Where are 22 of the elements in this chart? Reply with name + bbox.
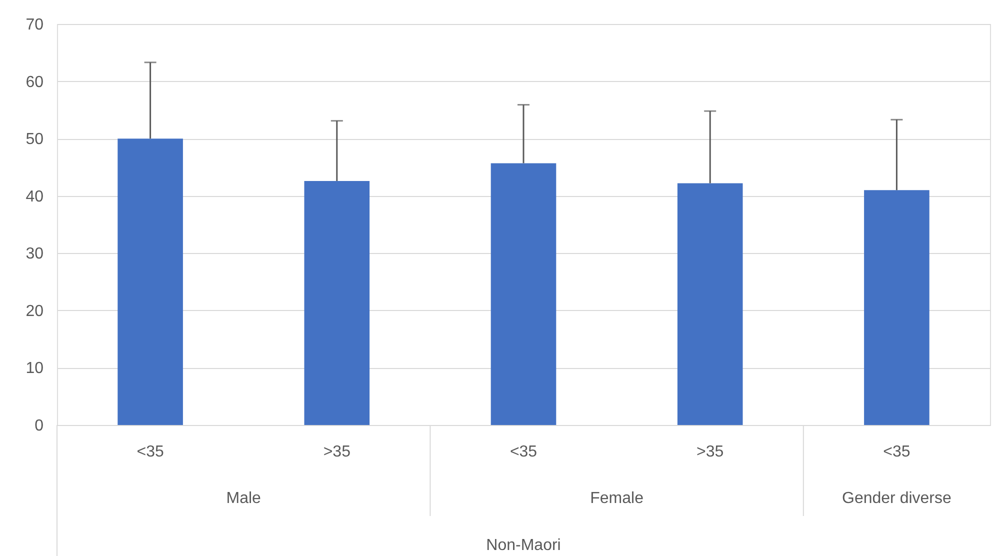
y-tick-label: 20 xyxy=(26,302,44,320)
y-tick-label: 50 xyxy=(26,131,44,148)
bar xyxy=(304,180,370,425)
x-tick-label: <35 xyxy=(136,444,164,460)
y-tick-label: 10 xyxy=(26,360,44,378)
y-tick-label: 30 xyxy=(26,246,44,263)
x-tick-label: <35 xyxy=(883,444,910,460)
y-tick-label: 60 xyxy=(26,74,44,91)
text: Female xyxy=(590,490,644,507)
text: Gender diverse xyxy=(842,490,952,507)
y-tick-label: 0 xyxy=(34,418,44,434)
y-tick-label: 70 xyxy=(26,16,44,34)
y-tick-label: 40 xyxy=(26,188,44,206)
bar xyxy=(677,183,743,425)
x-axis-title: Non-Maori xyxy=(486,537,561,554)
x-tick-label: <35 xyxy=(510,444,538,460)
bar xyxy=(864,190,930,425)
text: Male xyxy=(226,490,262,507)
x-tick-label: >35 xyxy=(323,444,351,460)
bar xyxy=(118,138,183,425)
x-tick-label: >35 xyxy=(696,444,724,460)
bar xyxy=(490,163,556,425)
